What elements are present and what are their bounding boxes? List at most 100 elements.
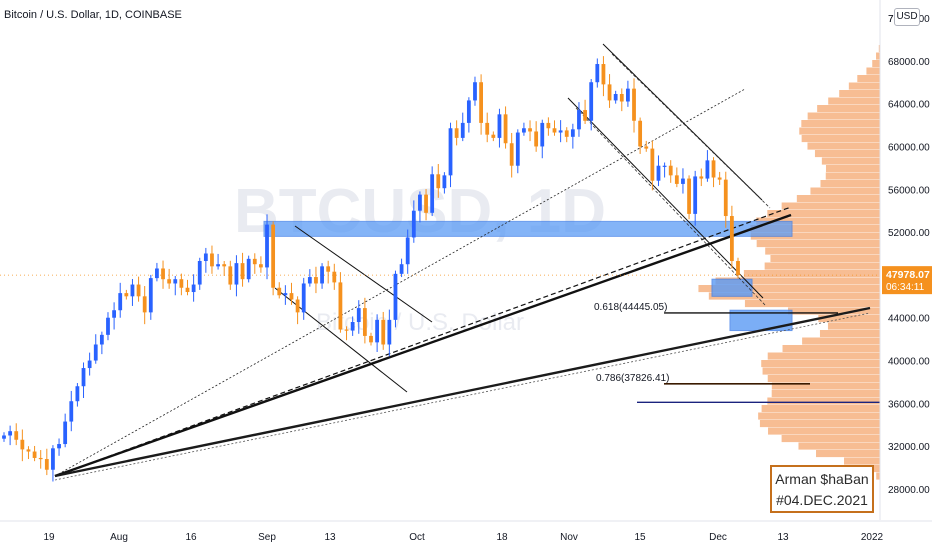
volume-profile-bar bbox=[857, 75, 880, 83]
volume-profile-bar bbox=[814, 150, 880, 158]
candle bbox=[662, 162, 667, 178]
candle-body bbox=[705, 160, 710, 179]
candle-body bbox=[8, 431, 13, 436]
candle-body bbox=[173, 279, 178, 284]
fib-0786-label: 0.786(37826.41) bbox=[596, 373, 669, 384]
candle bbox=[2, 432, 6, 442]
candle bbox=[736, 257, 740, 279]
volume-profile-bar bbox=[848, 82, 880, 90]
candle bbox=[314, 266, 318, 294]
candle-body bbox=[38, 457, 43, 460]
volume-profile-bar bbox=[762, 367, 880, 375]
candle-body bbox=[558, 130, 563, 133]
candle bbox=[320, 263, 324, 289]
candle-body bbox=[124, 293, 129, 297]
candle bbox=[399, 258, 404, 278]
candle-body bbox=[326, 266, 331, 272]
candle bbox=[442, 172, 447, 194]
candle bbox=[271, 221, 276, 296]
volume-profile-bar bbox=[764, 262, 880, 270]
volume-profile-bar bbox=[770, 255, 880, 263]
volume-profile-bar bbox=[750, 232, 880, 240]
candle-body bbox=[93, 344, 98, 361]
candle bbox=[601, 56, 606, 97]
candle bbox=[473, 76, 477, 106]
currency-badge[interactable]: USD bbox=[894, 8, 920, 26]
candle bbox=[595, 58, 600, 88]
candle-body bbox=[656, 165, 661, 181]
candle bbox=[497, 108, 502, 148]
candle bbox=[332, 263, 337, 290]
candle-body bbox=[473, 82, 477, 101]
candle bbox=[81, 362, 86, 399]
channel-line-upper-sep bbox=[294, 225, 433, 323]
volume-profile-bar bbox=[767, 210, 880, 218]
volume-profile-bar bbox=[827, 322, 880, 330]
candle-body bbox=[632, 88, 636, 121]
candle bbox=[155, 262, 159, 282]
candle bbox=[130, 278, 135, 306]
candle bbox=[161, 260, 165, 289]
candle bbox=[711, 157, 716, 188]
candle-body bbox=[460, 122, 465, 138]
candle bbox=[717, 171, 722, 185]
candle-body bbox=[197, 260, 202, 285]
volume-profile-bar bbox=[866, 67, 880, 75]
candle-body bbox=[216, 264, 220, 267]
candle-body bbox=[399, 264, 404, 274]
candle bbox=[69, 390, 74, 432]
candle-body bbox=[142, 296, 147, 313]
volume-profile-bar bbox=[759, 420, 880, 428]
candle-body bbox=[430, 174, 435, 213]
candle bbox=[350, 316, 355, 336]
volume-profile-bar bbox=[878, 45, 880, 53]
candle-body bbox=[381, 319, 386, 345]
volume-profile-bar bbox=[801, 120, 880, 128]
candle-body bbox=[44, 459, 49, 470]
candle-body bbox=[626, 88, 630, 102]
candle-body bbox=[20, 439, 25, 450]
volume-profile-bar bbox=[715, 277, 880, 285]
candle-body bbox=[246, 258, 251, 280]
volume-profile-bar bbox=[756, 240, 880, 248]
channel-line-lower-nov-dotted bbox=[575, 107, 767, 307]
candle bbox=[619, 88, 624, 112]
volume-profile-bar bbox=[844, 457, 880, 465]
candle bbox=[344, 326, 349, 341]
price-tick-label: 56000.00 bbox=[888, 185, 930, 196]
candle-body bbox=[240, 263, 245, 280]
candle bbox=[51, 445, 55, 482]
candle-body bbox=[687, 178, 691, 214]
candle-body bbox=[375, 319, 380, 343]
candle bbox=[656, 155, 661, 187]
candle-body bbox=[681, 178, 685, 184]
candle-body bbox=[497, 114, 502, 138]
candle bbox=[674, 167, 679, 188]
candle bbox=[515, 129, 520, 174]
volume-profile-bar bbox=[756, 217, 880, 225]
candle bbox=[32, 445, 37, 462]
candle bbox=[106, 312, 110, 341]
candle bbox=[20, 429, 25, 462]
candle-body bbox=[509, 143, 514, 166]
candle-body bbox=[534, 131, 539, 147]
volume-profile-bar bbox=[825, 165, 880, 173]
time-tick-label: 19 bbox=[43, 532, 55, 543]
volume-profile-bar bbox=[820, 180, 880, 188]
candle bbox=[570, 123, 575, 149]
candle bbox=[528, 120, 532, 142]
candle-body bbox=[515, 132, 520, 166]
candle-body bbox=[668, 165, 673, 176]
candle bbox=[632, 78, 636, 133]
time-tick-label: Sep bbox=[258, 532, 276, 543]
candle bbox=[381, 311, 386, 350]
candle-body bbox=[418, 194, 422, 211]
candle bbox=[564, 127, 569, 143]
candle bbox=[393, 270, 398, 328]
candle bbox=[265, 214, 269, 280]
candle-body bbox=[57, 444, 61, 449]
candle bbox=[44, 448, 49, 476]
candle bbox=[124, 289, 129, 300]
